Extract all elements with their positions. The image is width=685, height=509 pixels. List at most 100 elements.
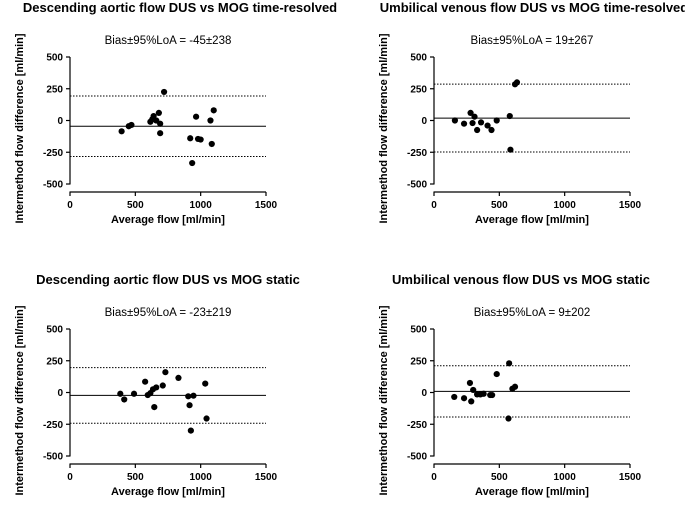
data-point [186, 402, 193, 409]
data-point [128, 121, 135, 129]
chart-title: Descending aortic flow DUS vs MOG time-r… [23, 0, 337, 15]
x-axis-label: Average flow [ml/min] [475, 214, 589, 226]
x-axis-label: Average flow [ml/min] [475, 486, 589, 498]
data-point [175, 374, 182, 381]
data-point [203, 415, 210, 422]
x-tick-label: 1500 [619, 200, 642, 211]
data-point [506, 360, 513, 367]
data-point [153, 384, 160, 391]
data-point [484, 122, 491, 129]
data-point [159, 382, 166, 389]
x-tick-label: 1000 [190, 200, 213, 211]
bias-loa-annotation: Bias±95%LoA = -45±238 [105, 35, 232, 47]
bias-loa-annotation: Bias±95%LoA = 19±267 [471, 35, 594, 47]
y-axis-label: Intermethod flow difference [ml/min] [14, 305, 26, 495]
x-axis-label: Average flow [ml/min] [111, 486, 225, 498]
data-point [190, 392, 197, 399]
y-tick-label: -250 [43, 148, 63, 159]
chart-title: Descending aortic flow DUS vs MOG static [36, 272, 300, 287]
x-axis-label: Average flow [ml/min] [111, 214, 225, 226]
data-point [493, 370, 500, 378]
data-point [469, 119, 476, 127]
y-tick-label: 250 [46, 356, 63, 367]
y-tick-label: 500 [46, 53, 63, 64]
y-tick-label: 250 [46, 84, 63, 95]
x-tick-label: 500 [491, 200, 508, 211]
data-point [162, 369, 169, 376]
data-point [121, 396, 128, 403]
data-point [493, 117, 500, 124]
data-point [202, 380, 209, 387]
x-tick-label: 0 [67, 472, 73, 483]
data-point [460, 395, 468, 402]
data-point [488, 126, 495, 134]
y-tick-label: 0 [421, 116, 427, 127]
data-point [451, 393, 458, 401]
y-tick-label: -250 [43, 420, 63, 431]
data-point [157, 120, 164, 127]
y-tick-label: -250 [407, 420, 427, 431]
y-tick-label: -500 [43, 452, 63, 463]
panel-1: Descending aortic flow DUS vs MOG time-r… [14, 0, 337, 226]
x-tick-label: 1500 [255, 472, 278, 483]
y-tick-label: 500 [46, 325, 63, 336]
data-point [468, 398, 475, 405]
data-point [480, 390, 487, 397]
x-tick-label: 500 [491, 472, 508, 483]
y-tick-label: -500 [43, 180, 63, 191]
x-tick-label: 0 [431, 200, 437, 211]
chart-title: Umbilical venous flow DUS vs MOG time-re… [380, 0, 685, 15]
y-tick-label: 250 [410, 84, 427, 95]
data-point [466, 379, 474, 387]
data-point [155, 109, 162, 116]
data-point [185, 393, 192, 400]
data-point [151, 404, 158, 411]
data-point [142, 378, 149, 385]
panel-3: Descending aortic flow DUS vs MOG static… [14, 272, 300, 498]
x-tick-label: 1000 [554, 472, 577, 483]
y-axis-label: Intermethod flow difference [ml/min] [378, 305, 390, 495]
data-point [470, 386, 477, 394]
data-point [118, 128, 125, 135]
data-point [505, 415, 512, 422]
y-tick-label: -500 [407, 180, 427, 191]
data-point [506, 112, 513, 120]
x-tick-label: 1500 [619, 472, 642, 483]
x-tick-label: 500 [127, 200, 144, 211]
y-tick-label: -500 [407, 452, 427, 463]
data-point [474, 126, 481, 134]
data-point [157, 130, 164, 137]
y-tick-label: 500 [410, 325, 427, 336]
x-tick-label: 1000 [190, 472, 213, 483]
data-point [513, 79, 521, 86]
chart-title: Umbilical venous flow DUS vs MOG static [392, 272, 650, 287]
data-point [467, 109, 474, 116]
y-tick-label: 0 [57, 388, 63, 399]
data-point [130, 390, 138, 397]
data-point [208, 140, 215, 148]
data-point [197, 136, 204, 143]
data-point [192, 113, 200, 120]
x-tick-label: 0 [431, 472, 437, 483]
y-tick-label: 250 [410, 356, 427, 367]
data-point [511, 383, 519, 390]
x-tick-label: 1000 [554, 200, 577, 211]
panel-4: Umbilical venous flow DUS vs MOG static B… [378, 272, 650, 498]
data-point [117, 390, 124, 397]
data-point [160, 88, 168, 96]
y-tick-label: -250 [407, 148, 427, 159]
data-point [207, 117, 214, 124]
data-point [460, 120, 468, 127]
bias-loa-annotation: Bias±95%LoA = 9±202 [474, 307, 591, 319]
y-tick-label: 0 [57, 116, 63, 127]
y-tick-label: 0 [421, 388, 427, 399]
y-axis-label: Intermethod flow difference [ml/min] [378, 33, 390, 223]
bias-loa-annotation: Bias±95%LoA = -23±219 [105, 307, 232, 319]
x-tick-label: 500 [127, 472, 144, 483]
data-point [477, 119, 485, 126]
data-point [451, 117, 459, 124]
x-tick-label: 0 [67, 200, 73, 211]
data-point [489, 391, 496, 399]
panel-2: Umbilical venous flow DUS vs MOG time-re… [378, 0, 685, 226]
